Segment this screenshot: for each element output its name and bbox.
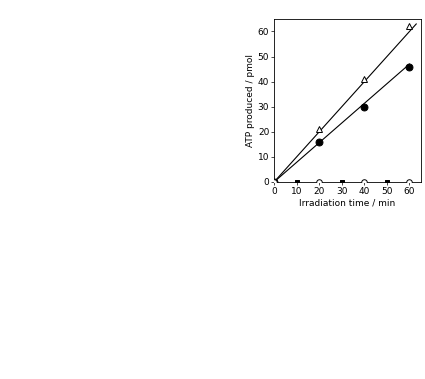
Y-axis label: ATP produced / pmol: ATP produced / pmol xyxy=(246,54,255,147)
X-axis label: Irradiation time / min: Irradiation time / min xyxy=(299,199,396,208)
